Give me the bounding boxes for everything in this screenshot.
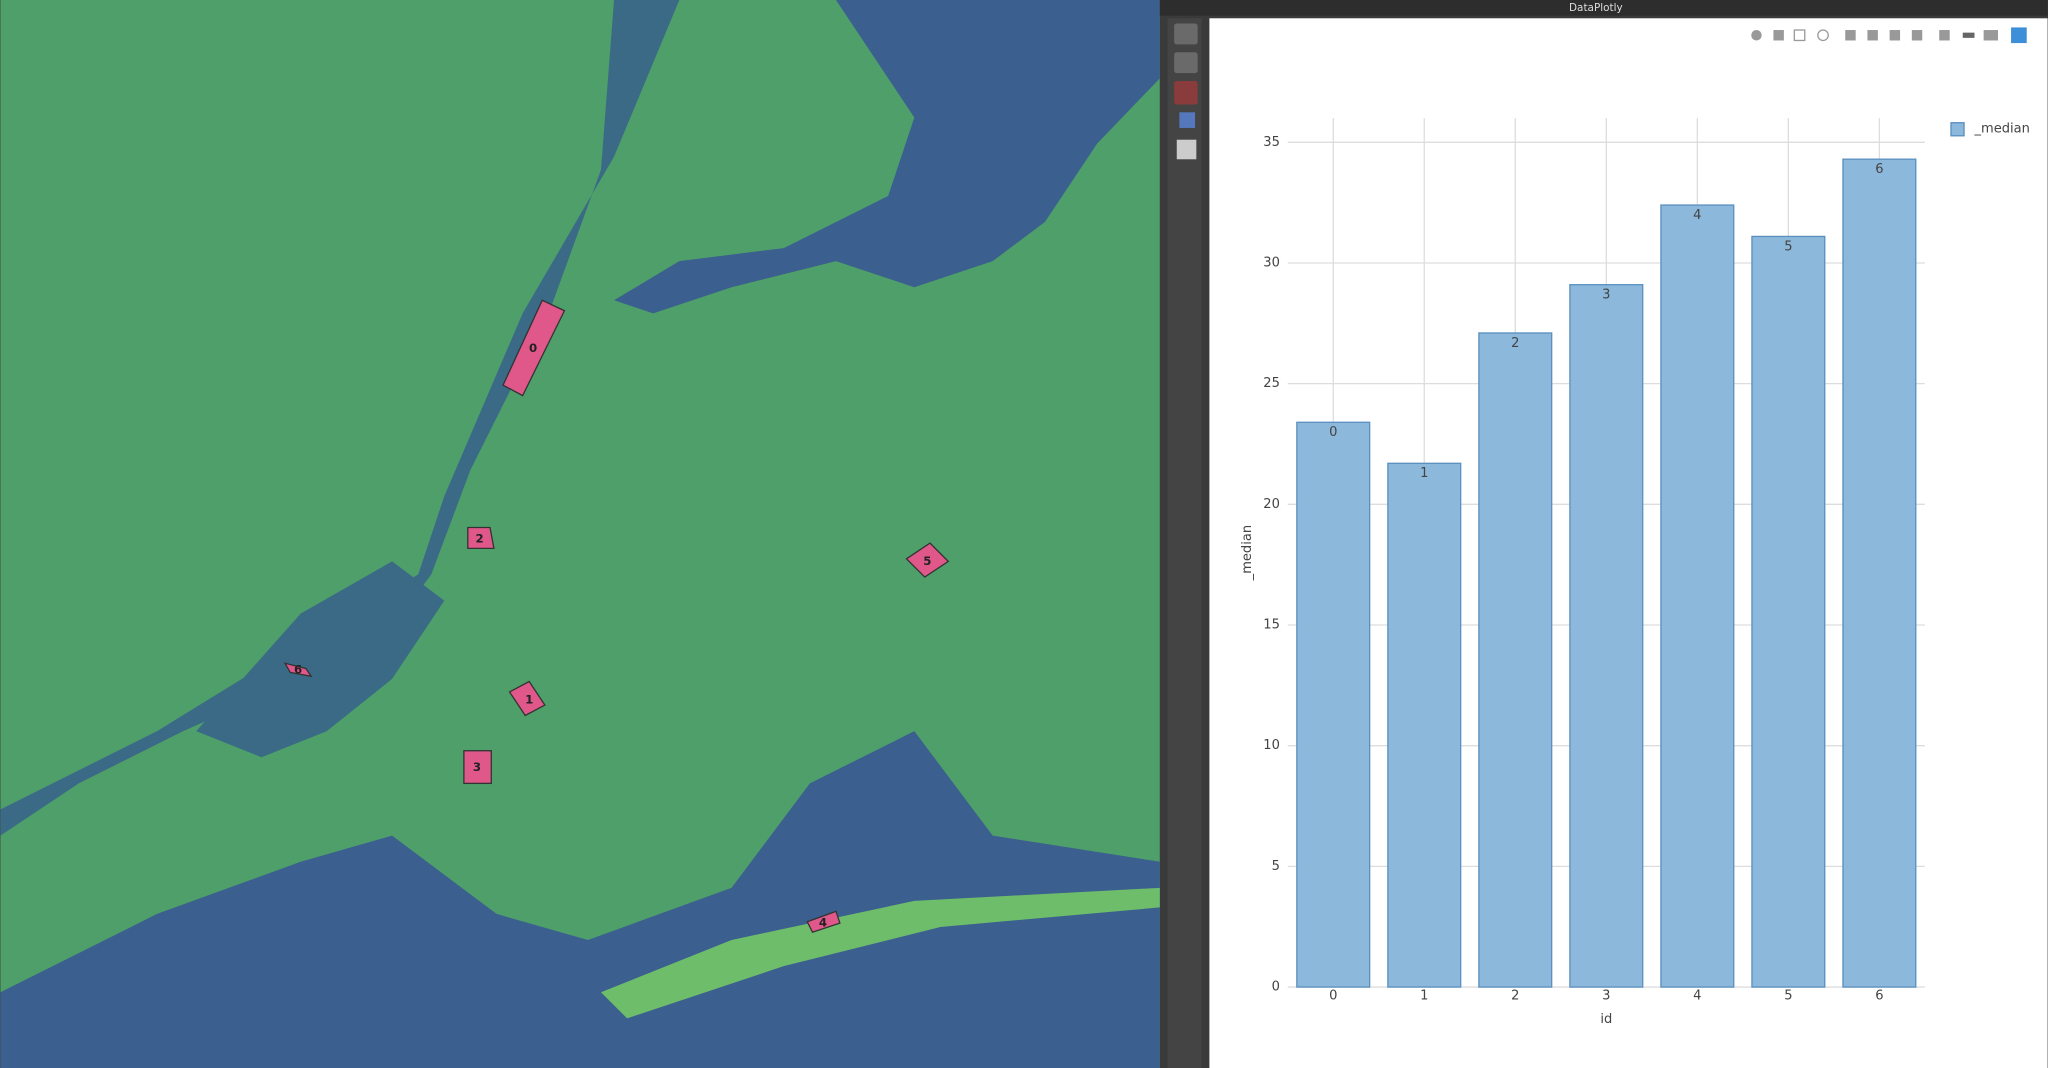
map-label: 4 xyxy=(819,916,827,930)
tool-logo[interactable] xyxy=(2011,27,2027,44)
y-tick-label: 5 xyxy=(1272,859,1280,874)
feature xyxy=(508,680,546,717)
legend-label: _median xyxy=(1973,122,2029,137)
map-label: 1 xyxy=(525,692,533,706)
y-tick-label: 10 xyxy=(1263,738,1280,753)
sidebar-button[interactable] xyxy=(1176,139,1197,160)
river xyxy=(0,0,680,836)
legend-swatch xyxy=(1950,122,1965,137)
x-tick-label: 0 xyxy=(1329,989,1337,1004)
map-label: 6 xyxy=(294,662,302,676)
tool-hover[interactable] xyxy=(1962,32,1975,38)
y-tick-label: 30 xyxy=(1263,255,1280,270)
y-tick-label: 20 xyxy=(1263,497,1280,512)
x-tick-label: 6 xyxy=(1875,989,1883,1004)
bar-label: 2 xyxy=(1511,336,1519,351)
bar-label: 0 xyxy=(1329,425,1337,440)
x-tick-label: 3 xyxy=(1602,989,1610,1004)
feature xyxy=(502,299,566,397)
bar xyxy=(1569,284,1644,988)
x-axis-label: id xyxy=(1600,1012,1612,1027)
bar-label: 5 xyxy=(1784,239,1792,254)
map-label: 5 xyxy=(923,554,931,568)
tool-autoscale[interactable] xyxy=(1889,30,1901,41)
x-tick-label: 1 xyxy=(1420,989,1428,1004)
sidebar-button[interactable] xyxy=(1174,80,1198,105)
bar-label: 3 xyxy=(1602,288,1610,303)
bar xyxy=(1478,332,1553,988)
bay xyxy=(0,731,1160,1068)
x-tick-label: 5 xyxy=(1784,989,1792,1004)
feature xyxy=(905,542,950,578)
feature xyxy=(806,910,841,934)
y-tick-label: 35 xyxy=(1263,135,1280,150)
window-title: DataPlotly xyxy=(1569,2,1623,14)
bar xyxy=(1751,235,1826,988)
bar xyxy=(1660,204,1735,988)
bar xyxy=(1296,421,1371,988)
toolbar xyxy=(1751,27,2027,44)
map: 0 1 2 3 4 5 6 xyxy=(0,0,1160,1068)
tool-compare[interactable] xyxy=(1983,30,1998,41)
x-tick-label: 4 xyxy=(1693,989,1701,1004)
x-tick-label: 2 xyxy=(1511,989,1519,1004)
sidebar-button[interactable] xyxy=(1174,52,1198,74)
y-tick-label: 0 xyxy=(1272,980,1280,995)
sound xyxy=(614,0,1160,314)
bar-label: 1 xyxy=(1420,466,1428,481)
feature xyxy=(463,750,492,785)
tool-spike[interactable] xyxy=(1939,30,1950,41)
beach xyxy=(600,887,1160,1019)
tool-pan[interactable] xyxy=(1773,30,1784,41)
tool-zoom[interactable] xyxy=(1751,30,1762,41)
map-label: 3 xyxy=(473,760,481,774)
map-label: 2 xyxy=(475,532,483,546)
feature xyxy=(283,662,313,678)
feature xyxy=(467,526,495,550)
bar xyxy=(1387,462,1462,988)
bar-label: 6 xyxy=(1875,162,1883,177)
y-axis-label: _median xyxy=(1240,525,1255,581)
map-label: 0 xyxy=(529,341,537,355)
title-bar xyxy=(1159,0,2048,16)
tool-select[interactable] xyxy=(1793,29,1806,42)
y-tick-label: 15 xyxy=(1263,618,1280,633)
bar-label: 4 xyxy=(1693,208,1701,223)
tool-lasso[interactable] xyxy=(1817,29,1829,42)
tool-reset[interactable] xyxy=(1911,30,1923,41)
harbor xyxy=(196,561,445,758)
y-tick-label: 25 xyxy=(1263,376,1280,391)
sidebar-button[interactable] xyxy=(1174,23,1198,45)
tool-zoom-in[interactable] xyxy=(1845,30,1856,41)
sidebar xyxy=(1167,18,1202,1068)
sidebar-button[interactable] xyxy=(1179,112,1196,128)
bar xyxy=(1842,158,1917,988)
tool-zoom-out[interactable] xyxy=(1867,30,1878,41)
